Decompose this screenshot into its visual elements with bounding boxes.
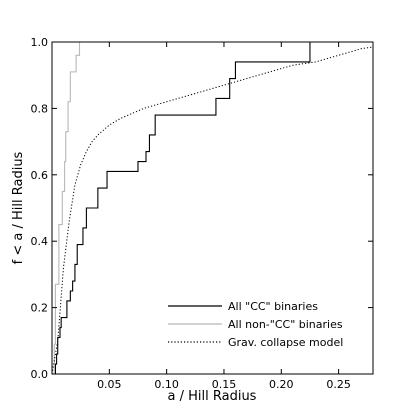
x-tick-label-3: 0.20 bbox=[269, 378, 294, 391]
y-tick-label-3: 0.6 bbox=[31, 169, 49, 182]
y-tick-label-2: 0.4 bbox=[31, 235, 49, 248]
y-tick-label-1: 0.2 bbox=[31, 302, 49, 315]
series-line-1 bbox=[53, 42, 81, 375]
series-line-2 bbox=[51, 46, 374, 375]
y-tick-label-4: 0.8 bbox=[31, 102, 49, 115]
series-line-0 bbox=[54, 42, 311, 375]
legend-label-1: All non-"CC" binaries bbox=[228, 318, 343, 331]
x-tick-label-0: 0.05 bbox=[97, 378, 122, 391]
legend: All "CC" binaries All non-"CC" binaries Gr… bbox=[168, 300, 343, 349]
y-tick-label-0: 0.0 bbox=[31, 368, 49, 381]
y-axis-label: f < a / Hill Radius bbox=[11, 151, 26, 264]
x-tick-label-4: 0.25 bbox=[326, 378, 351, 391]
tick-layer: 0.05 0.10 0.15 0.20 0.25 0.0 0.2 0.4 0.6 0.8 1.0 bbox=[31, 36, 373, 391]
series-layer bbox=[51, 42, 374, 375]
x-axis-label: a / Hill Radius bbox=[168, 389, 257, 404]
x-tick-label-2: 0.15 bbox=[212, 378, 237, 391]
y-tick-label-5: 1.0 bbox=[31, 36, 49, 49]
legend-label-2: Grav. collapse model bbox=[228, 336, 343, 349]
x-tick-label-1: 0.10 bbox=[154, 378, 179, 391]
legend-label-0: All "CC" binaries bbox=[228, 300, 318, 313]
plot-frame bbox=[51, 41, 374, 375]
